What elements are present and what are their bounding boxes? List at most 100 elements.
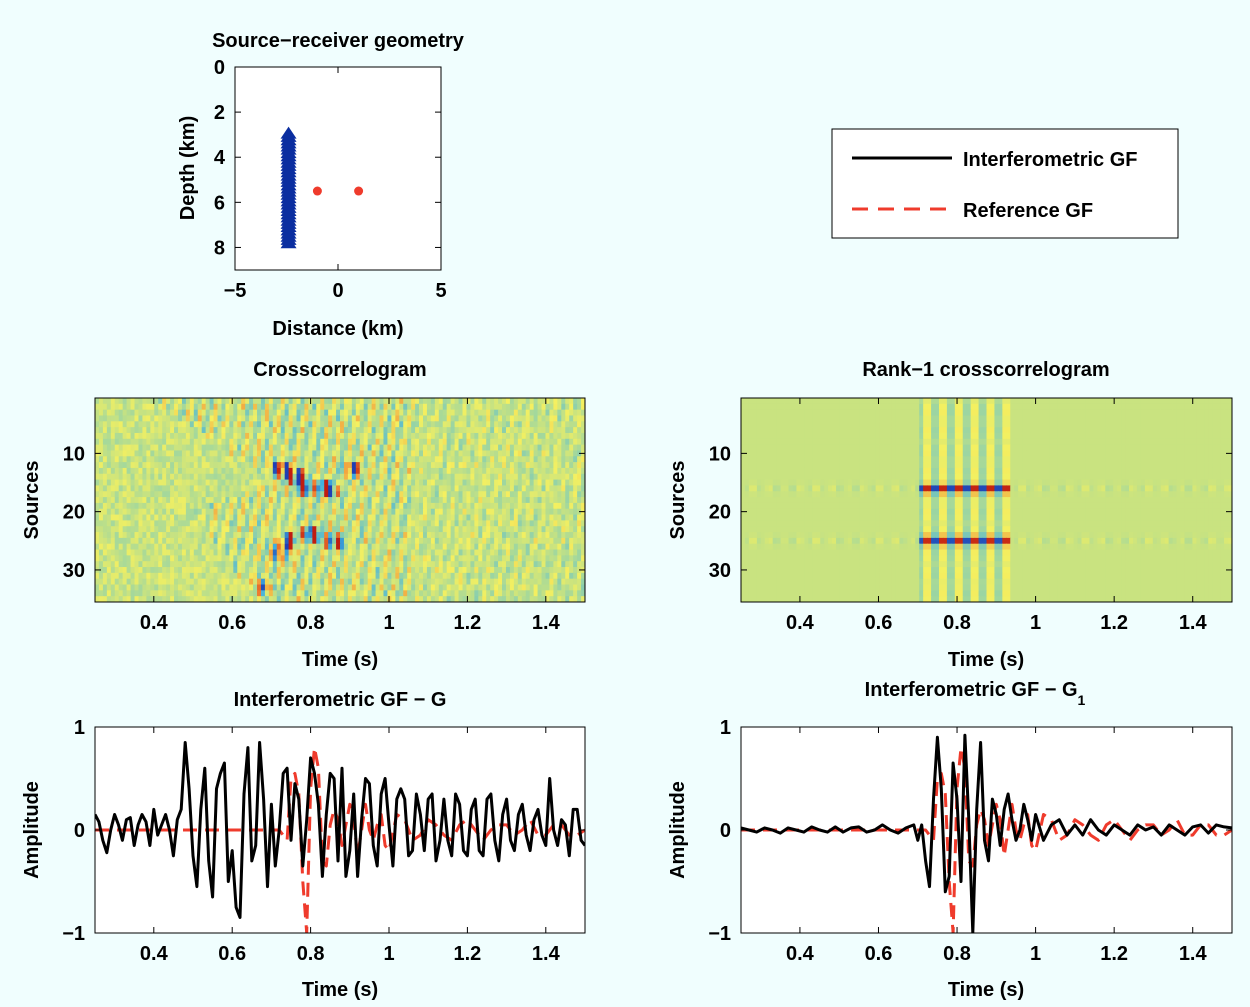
heatmap-cell: [209, 462, 215, 469]
heatmap-cell: [462, 596, 468, 602]
heatmap-cell: [812, 409, 817, 417]
heatmap-cell: [569, 555, 574, 562]
heatmap-cell: [257, 537, 262, 545]
heatmap-cell: [304, 450, 309, 457]
heatmap-cell: [776, 409, 782, 417]
heatmap-cell: [494, 520, 499, 527]
heatmap-cell: [241, 543, 246, 551]
heatmap-cell: [249, 532, 254, 539]
heatmap-cell: [482, 578, 487, 586]
heatmap-cell: [363, 578, 369, 586]
heatmap-cell: [454, 479, 460, 487]
heatmap-cell: [304, 432, 309, 440]
heatmap-cell: [1136, 415, 1142, 422]
heatmap-cell: [1208, 398, 1213, 405]
heatmap-cell: [561, 537, 566, 545]
heatmap-cell: [181, 502, 187, 510]
heatmap-cell: [268, 456, 274, 463]
heatmap-cell: [95, 532, 100, 539]
heatmap-cell: [525, 403, 531, 411]
heatmap-cell: [577, 444, 582, 452]
heatmap-cell: [185, 578, 191, 586]
heatmap-cell: [407, 549, 412, 556]
heatmap-cell: [521, 473, 527, 481]
heatmap-cell: [130, 590, 136, 597]
heatmap-cell: [387, 409, 392, 417]
heatmap-cell: [126, 596, 132, 602]
heatmap-cell: [537, 502, 543, 510]
heatmap-cell: [213, 479, 219, 487]
heatmap-cell: [557, 479, 562, 487]
heatmap-cell: [276, 456, 282, 463]
heatmap-cell: [565, 555, 570, 562]
heatmap-cell: [209, 549, 215, 556]
heatmap-cell: [292, 398, 298, 405]
heatmap-cell: [1208, 403, 1213, 411]
heatmap-cell: [454, 491, 460, 498]
heatmap-cell: [399, 567, 404, 574]
heatmap-cell: [181, 567, 187, 574]
heatmap-cell: [122, 555, 128, 562]
heatmap-cell: [1200, 403, 1205, 411]
heatmap-cell: [300, 584, 306, 591]
heatmap-cell: [347, 543, 353, 551]
heatmap-cell: [229, 462, 234, 469]
heatmap-cell: [284, 403, 290, 411]
heatmap-cell: [158, 398, 163, 405]
heatmap-cell: [209, 502, 215, 510]
heatmap-cell: [505, 415, 511, 422]
heatmap-cell: [577, 549, 582, 556]
heatmap-cell: [541, 590, 547, 597]
heatmap-cell: [150, 403, 155, 411]
heatmap-cell: [1041, 415, 1047, 422]
heatmap-cell: [324, 567, 329, 574]
heatmap-cell: [95, 537, 100, 545]
heatmap-cell: [217, 450, 223, 457]
heatmap-cell: [257, 520, 262, 527]
heatmap-cell: [205, 567, 211, 574]
heatmap-cell: [482, 421, 487, 428]
heatmap-cell: [233, 555, 238, 562]
heatmap-cell: [272, 584, 278, 591]
heatmap-cell: [213, 532, 219, 539]
heatmap-cell: [438, 450, 444, 457]
heatmap-cell: [95, 432, 100, 440]
heatmap-cell: [249, 398, 254, 405]
heatmap-cell: [142, 485, 147, 492]
heatmap-cell: [229, 526, 234, 533]
heatmap-cell: [486, 537, 491, 545]
heatmap-cell: [498, 543, 503, 551]
heatmap-cell: [513, 415, 519, 422]
heatmap-cell: [185, 450, 191, 457]
heatmap-cell: [241, 456, 246, 463]
heatmap-cell: [106, 485, 112, 492]
heatmap-cell: [581, 456, 585, 463]
heatmap-cell: [741, 415, 746, 422]
heatmap-cell: [130, 578, 136, 586]
heatmap-cell: [355, 555, 361, 562]
heatmap-cell: [177, 467, 183, 475]
heatmap-cell: [434, 537, 440, 545]
heatmap-cell: [942, 421, 948, 428]
heatmap-cell: [581, 444, 585, 452]
heatmap-cell: [106, 491, 112, 498]
heatmap-cell: [391, 596, 396, 602]
heatmap-cell: [197, 421, 203, 428]
heatmap-cell: [545, 485, 551, 492]
heatmap-cell: [748, 398, 754, 405]
heatmap-cell: [1184, 398, 1190, 405]
heatmap-cell: [509, 590, 515, 597]
heatmap-cell: [509, 409, 515, 417]
heatmap-cell: [553, 578, 558, 586]
heatmap-cell: [280, 514, 286, 521]
heatmap-cell: [935, 398, 940, 405]
heatmap-cell: [332, 421, 337, 428]
heatmap-cell: [549, 596, 554, 602]
heatmap-cell: [122, 415, 128, 422]
heatmap-cell: [502, 467, 507, 475]
heatmap-cell: [760, 421, 766, 428]
heatmap-cell: [505, 403, 511, 411]
heatmap-cell: [268, 537, 274, 545]
heatmap-cell: [158, 532, 163, 539]
heatmap-cell: [241, 555, 246, 562]
